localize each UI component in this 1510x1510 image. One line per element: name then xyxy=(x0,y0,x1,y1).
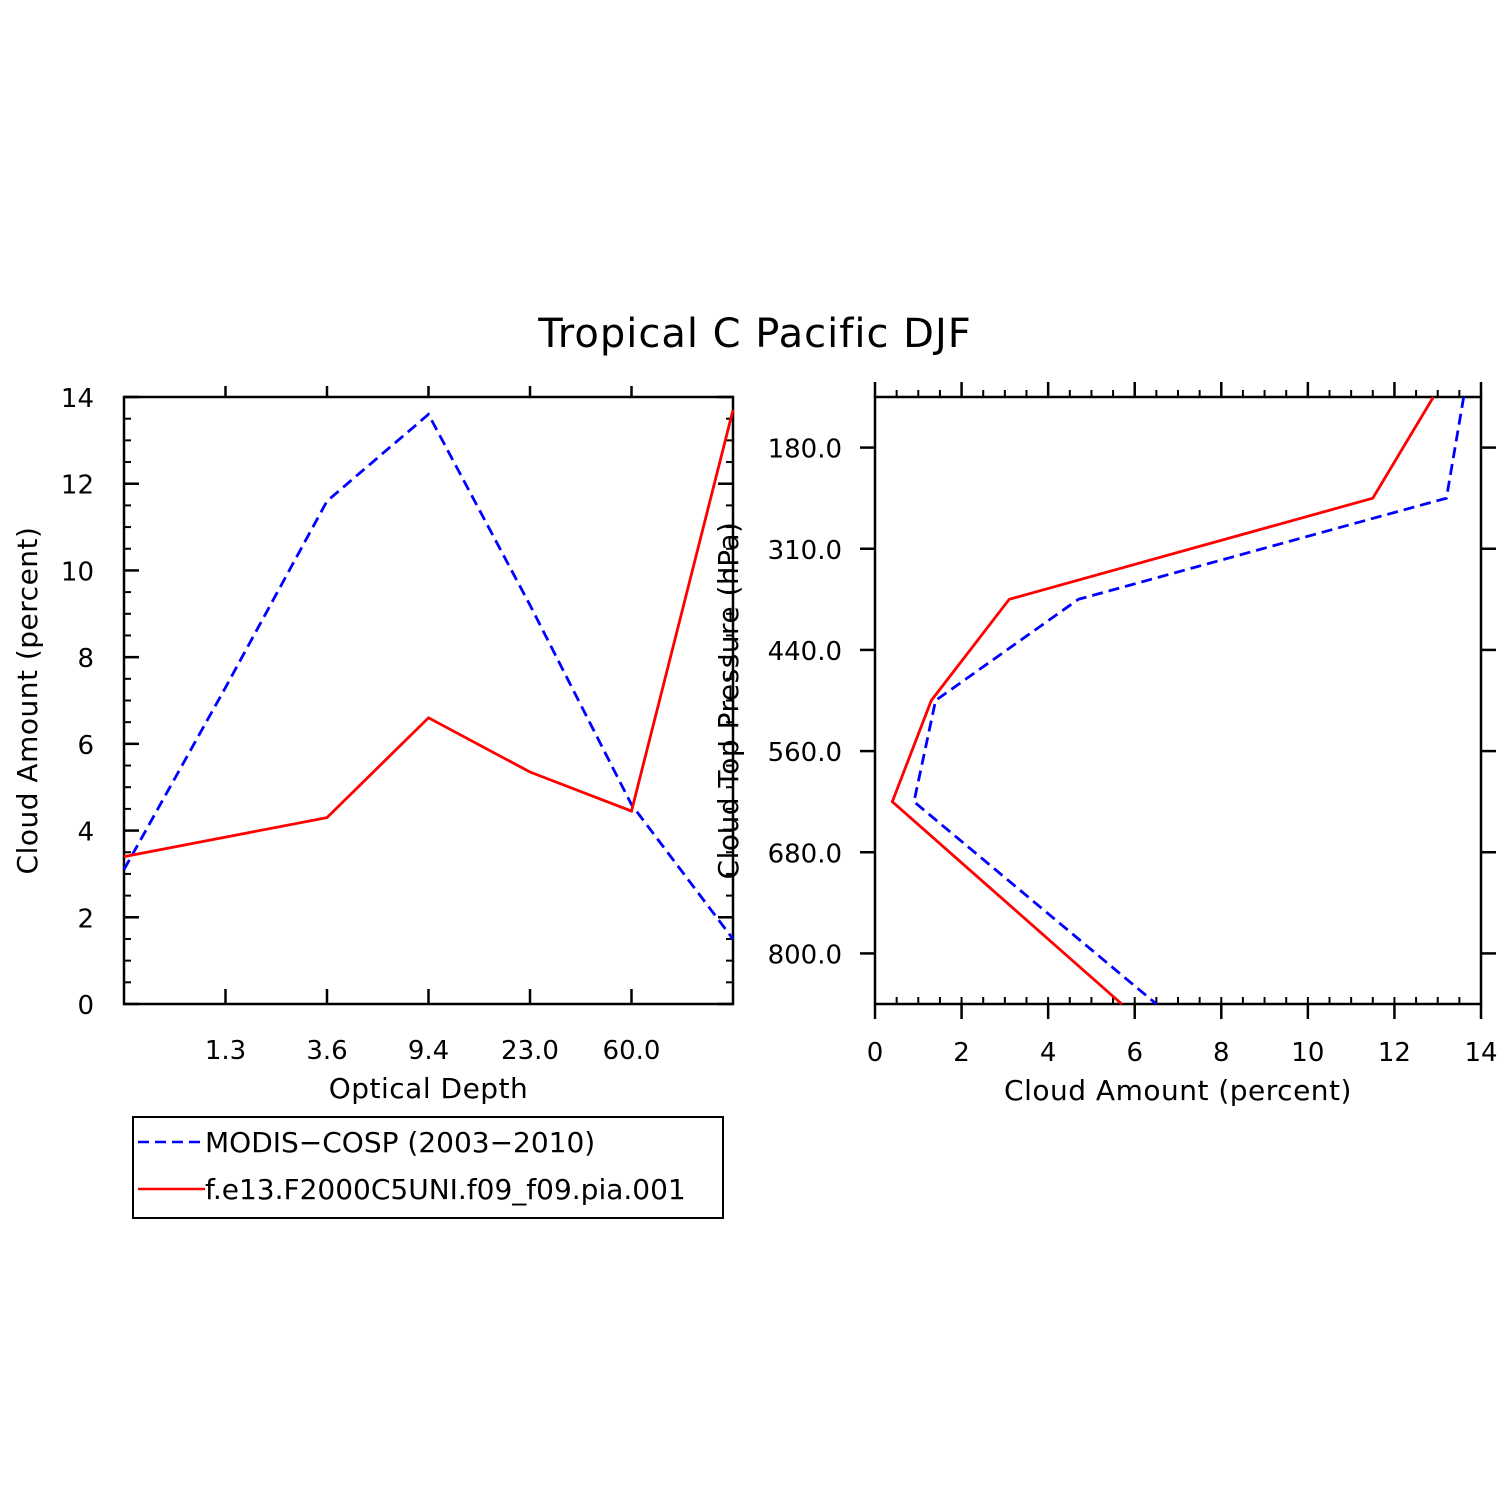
x-tick-label: 1.3 xyxy=(205,1036,246,1066)
y-tick-label: 310.0 xyxy=(768,536,842,566)
x-tick-label: 60.0 xyxy=(603,1036,661,1066)
y-tick-label: 440.0 xyxy=(768,637,842,667)
legend-label-model: f.e13.F2000C5UNI.f09_f09.pia.001 xyxy=(205,1173,686,1206)
x-tick-label: 14 xyxy=(1464,1038,1497,1068)
pressure-panel: 0 2 4 6 8 10 12 14 180.0 310.0 440.0 560.0 680.0 800.… xyxy=(712,382,1498,1107)
legend: MODIS−COSP (2003−2010) f.e13.F2000C5UNI.… xyxy=(132,1116,724,1219)
series-line-model xyxy=(890,396,1435,1006)
y-tick-label: 560.0 xyxy=(768,738,842,768)
y-axis-label: Cloud Amount (percent) xyxy=(11,527,44,875)
plot-frame-right xyxy=(873,395,1483,1006)
series-line-modis xyxy=(122,412,735,940)
y-tick-label: 0 xyxy=(77,991,94,1021)
y-tick-label: 6 xyxy=(77,731,94,761)
x-tick-label: 12 xyxy=(1378,1038,1411,1068)
optical-depth-panel: 0 2 4 6 8 10 12 14 1.3 3.6 9.4 23.0 60.0 Optical Dept… xyxy=(11,384,735,1105)
y-tick-label: 8 xyxy=(77,644,94,674)
x-tick-label: 0 xyxy=(867,1038,884,1068)
series-line-modis xyxy=(912,396,1466,1006)
x-tick-label: 6 xyxy=(1126,1038,1143,1068)
x-tick-label: 10 xyxy=(1291,1038,1324,1068)
x-tick-label: 23.0 xyxy=(501,1036,559,1066)
y-tick-label: 12 xyxy=(61,471,94,501)
y-tick-label: 800.0 xyxy=(768,940,842,970)
y-tick-label: 180.0 xyxy=(768,435,842,465)
y-tick-label: 680.0 xyxy=(768,839,842,869)
y-tick-label: 4 xyxy=(77,818,94,848)
plot-frame-left xyxy=(122,395,735,1006)
x-tick-label: 8 xyxy=(1213,1038,1230,1068)
legend-box xyxy=(132,1116,724,1219)
y-tick-label: 2 xyxy=(77,904,94,934)
x-axis-label: Cloud Amount (percent) xyxy=(1004,1074,1352,1107)
y-tick-label: 10 xyxy=(61,557,94,587)
y-tick-label: 14 xyxy=(61,384,94,414)
x-tick-label: 4 xyxy=(1040,1038,1057,1068)
series-line-model xyxy=(123,409,735,858)
legend-label-modis: MODIS−COSP (2003−2010) xyxy=(205,1126,595,1159)
x-axis-label: Optical Depth xyxy=(329,1072,529,1105)
x-tick-label: 9.4 xyxy=(408,1036,449,1066)
x-tick-label: 2 xyxy=(953,1038,970,1068)
x-tick-label: 3.6 xyxy=(306,1036,347,1066)
y-axis-label: Cloud Top Pressure (hPa) xyxy=(712,522,745,880)
chart-title: Tropical C Pacific DJF xyxy=(537,311,972,357)
